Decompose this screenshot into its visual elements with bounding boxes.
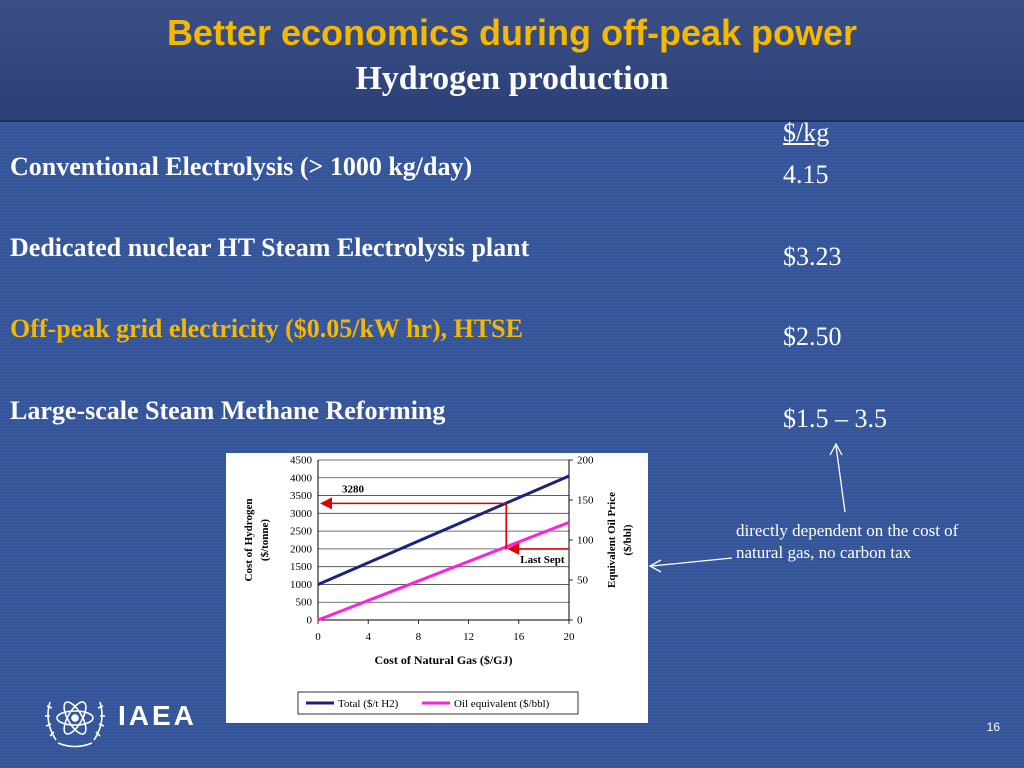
y-tick-label: 0 xyxy=(307,615,313,627)
row-label-nuclear-htse: Dedicated nuclear HT Steam Electrolysis … xyxy=(10,233,530,262)
y2-axis-label-unit: ($/bbl) xyxy=(622,524,634,556)
y-tick-label: 1000 xyxy=(290,579,313,591)
y-tick-label: 2000 xyxy=(290,543,313,555)
y-axis-label-unit: ($/tonne) xyxy=(259,519,271,562)
hydrogen-cost-chart: 0 500 1000 1500 2000 2500 3000 3500 4000 4500 0 50 1… xyxy=(226,453,648,723)
y-tick-label: 2500 xyxy=(290,526,313,538)
arrowhead-left xyxy=(648,559,662,573)
slide-subtitle: Hydrogen production xyxy=(355,60,669,97)
y2-tick-label: 150 xyxy=(577,495,594,507)
legend-label-total: Total ($/t H2) xyxy=(338,698,399,710)
title-bar: Better economics during off-peak power H… xyxy=(0,0,1024,122)
x-tick-label: 20 xyxy=(564,631,576,643)
y2-tick-label: 100 xyxy=(577,535,594,547)
value-label: 3280 xyxy=(342,483,365,495)
slide-title: Better economics during off-peak power xyxy=(166,12,858,53)
x-tick-label: 8 xyxy=(416,631,422,643)
price-off-peak-htse: $2.50 xyxy=(783,322,842,351)
chart-svg: 0500100015002000250030003500400045000501… xyxy=(243,455,634,715)
last-sept-arrowhead xyxy=(507,542,520,555)
y-tick-label: 500 xyxy=(296,597,313,609)
series-line-oil-equivalent xyxy=(317,521,570,622)
price-steam-methane-reforming: $1.5 – 3.5 xyxy=(783,404,887,433)
arrow-to-price-range xyxy=(835,445,846,513)
row-label-conventional-electrolysis: Conventional Electrolysis (> 1000 kg/day… xyxy=(10,152,473,181)
y-tick-label: 4500 xyxy=(290,455,313,467)
y2-tick-label: 0 xyxy=(577,615,583,627)
price-nuclear-htse: $3.23 xyxy=(783,242,842,271)
x-tick-label: 16 xyxy=(513,631,525,643)
iaea-wordmark: IAEA xyxy=(118,700,197,731)
y-tick-label: 4000 xyxy=(290,472,313,484)
y-tick-label: 3000 xyxy=(290,508,313,520)
y-tick-label: 1500 xyxy=(290,561,313,573)
arrow-to-chart xyxy=(651,557,733,567)
row-label-off-peak-htse: Off-peak grid electricity ($0.05/kW hr),… xyxy=(10,314,523,343)
y2-tick-label: 50 xyxy=(577,575,589,587)
y2-tick-label: 200 xyxy=(577,455,594,467)
last-sept-label: Last Sept xyxy=(520,554,565,566)
arrowhead-up xyxy=(829,442,843,456)
atom-olive-icon xyxy=(45,701,105,748)
series-line-total xyxy=(317,474,570,586)
iaea-logo: IAEA xyxy=(40,688,280,752)
y-tick-label: 3500 xyxy=(290,490,313,502)
legend-label-oil: Oil equivalent ($/bbl) xyxy=(454,698,550,710)
natural-gas-note: directly dependent on the cost of natura… xyxy=(736,521,959,562)
x-axis-label: Cost of Natural Gas ($/GJ) xyxy=(375,653,513,667)
row-label-steam-methane-reforming: Large-scale Steam Methane Reforming xyxy=(10,396,446,425)
price-conventional-electrolysis: 4.15 xyxy=(783,160,829,189)
y2-axis-label: Equivalent Oil Price xyxy=(606,492,618,588)
x-tick-label: 4 xyxy=(365,631,371,643)
value-arrowhead xyxy=(320,497,332,510)
price-column-header: $/kg xyxy=(783,118,830,147)
x-tick-label: 12 xyxy=(463,631,474,643)
y-axis-label: Cost of Hydrogen xyxy=(243,499,255,582)
page-number: 16 xyxy=(986,720,1000,734)
value-guide-line xyxy=(328,502,508,549)
x-tick-label: 0 xyxy=(315,631,321,643)
